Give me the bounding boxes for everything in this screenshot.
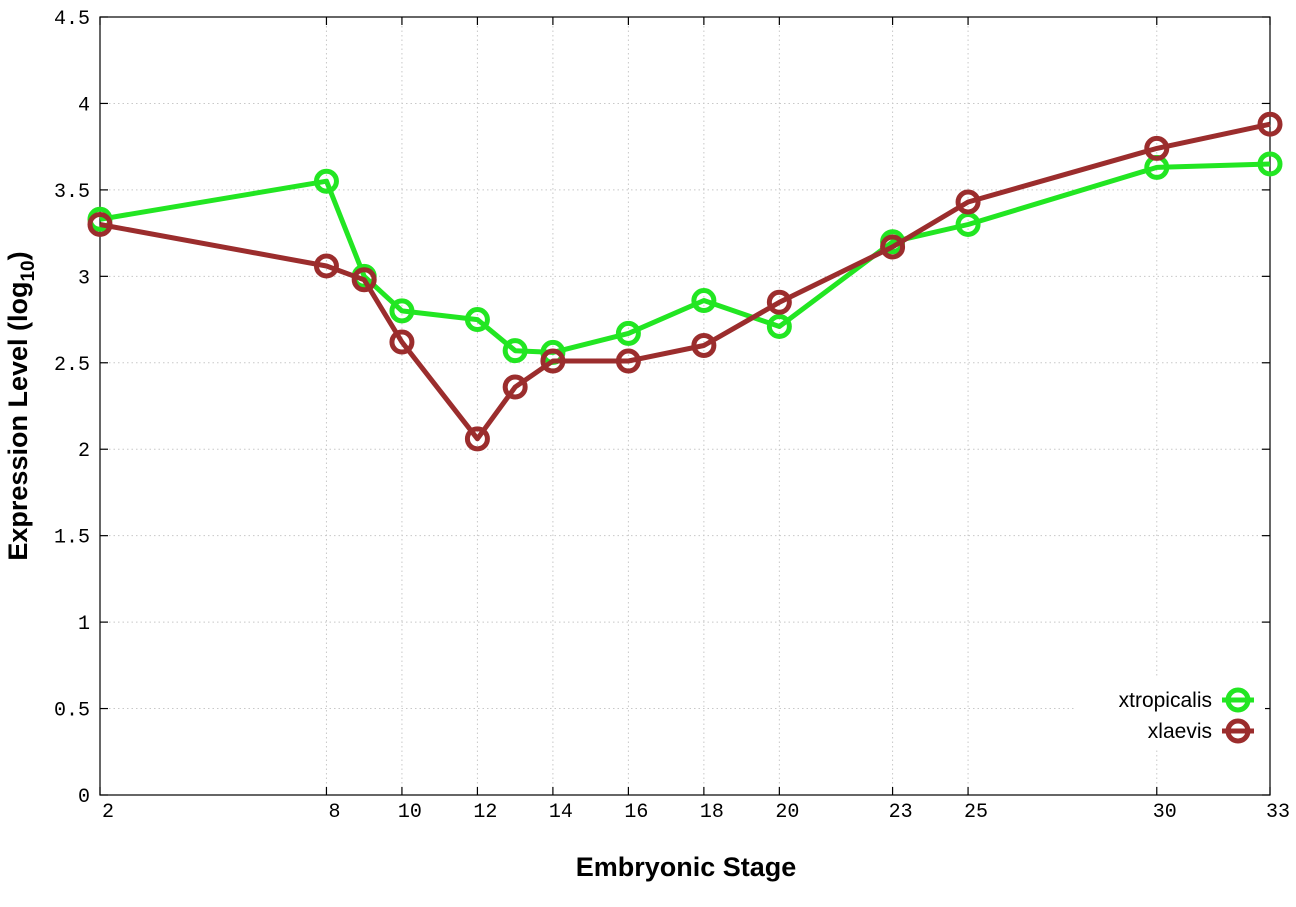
- data-point-xtropicalis: [389, 298, 415, 324]
- data-point-xlaevis: [1144, 135, 1170, 161]
- data-point-xtropicalis: [766, 313, 792, 339]
- data-point-xlaevis: [540, 348, 566, 374]
- legend-label-xlaevis: xlaevis: [1148, 720, 1212, 743]
- x-tick-label: 18: [700, 801, 724, 824]
- data-point-xlaevis: [502, 374, 528, 400]
- legend-marker-xtropicalis: [1225, 687, 1251, 713]
- data-point-xlaevis: [691, 332, 717, 358]
- y-tick-label: 1.5: [54, 527, 90, 550]
- data-point-xtropicalis: [615, 320, 641, 346]
- data-point-xlaevis: [955, 189, 981, 215]
- series-lines: [87, 111, 1283, 452]
- data-point-xlaevis: [313, 253, 339, 279]
- y-tick-label: 0.5: [54, 700, 90, 723]
- data-point-xlaevis: [766, 289, 792, 315]
- data-point-xtropicalis: [1257, 151, 1283, 177]
- legend-entry-xtropicalis: xtropicalis: [1119, 687, 1254, 713]
- y-axis-title: Expression Level (log10): [3, 251, 39, 560]
- x-tick-label: 10: [398, 801, 422, 824]
- y-tick-label: 2: [78, 440, 90, 463]
- data-point-xlaevis: [615, 348, 641, 374]
- y-tick-label: 0: [78, 786, 90, 809]
- y-tick-label: 2.5: [54, 354, 90, 377]
- data-point-xtropicalis: [691, 288, 717, 314]
- series-xlaevis: [87, 111, 1283, 452]
- x-tick-label: 23: [889, 801, 913, 824]
- plot-frame: [99, 16, 1271, 796]
- series-line-xlaevis: [99, 121, 1271, 442]
- data-point-xtropicalis: [502, 338, 528, 364]
- series-xtropicalis: [87, 151, 1283, 365]
- grid-lines: [100, 17, 1270, 795]
- x-tick-label: 12: [473, 801, 497, 824]
- data-point-xtropicalis: [464, 307, 490, 333]
- x-tick-label: 30: [1153, 801, 1177, 824]
- y-tick-label: 3: [78, 267, 90, 290]
- x-tick-label: 33: [1266, 801, 1290, 824]
- x-tick-label: 25: [964, 801, 988, 824]
- x-tick-label: 16: [624, 801, 648, 824]
- x-tick-label: 8: [328, 801, 340, 824]
- legend: xtropicalis xlaevis: [1075, 678, 1265, 750]
- x-tick-label: 14: [549, 801, 573, 824]
- y-axis-title-subscript: 10: [18, 260, 39, 281]
- legend-label-xtropicalis: xtropicalis: [1119, 689, 1212, 712]
- x-tick-label: 2: [102, 801, 114, 824]
- legend-entry-xlaevis: xlaevis: [1148, 718, 1254, 744]
- y-axis-title-main: Expression Level (log: [3, 282, 33, 561]
- y-tick-label: 4.5: [54, 8, 90, 31]
- data-point-xlaevis: [351, 267, 377, 293]
- data-point-xlaevis: [880, 234, 906, 260]
- y-tick-label: 4: [78, 94, 90, 117]
- x-tick-labels: 2 8 10 12 14 16 18 20 23 25 30 33: [102, 801, 1290, 824]
- legend-marker-xlaevis: [1225, 718, 1251, 744]
- x-axis-title: Embryonic Stage: [576, 852, 797, 882]
- data-point-xlaevis: [1257, 111, 1283, 137]
- data-point-xlaevis: [87, 211, 113, 237]
- data-point-xlaevis: [389, 329, 415, 355]
- y-tick-label: 3.5: [54, 181, 90, 204]
- data-point-xlaevis: [464, 426, 490, 452]
- x-tick-label: 20: [775, 801, 799, 824]
- data-point-xtropicalis: [313, 168, 339, 194]
- y-axis-title-close: ): [3, 251, 33, 260]
- y-tick-label: 1: [78, 613, 90, 636]
- y-tick-labels: 0 0.5 1 1.5 2 2.5 3 3.5 4 4.5: [54, 8, 90, 809]
